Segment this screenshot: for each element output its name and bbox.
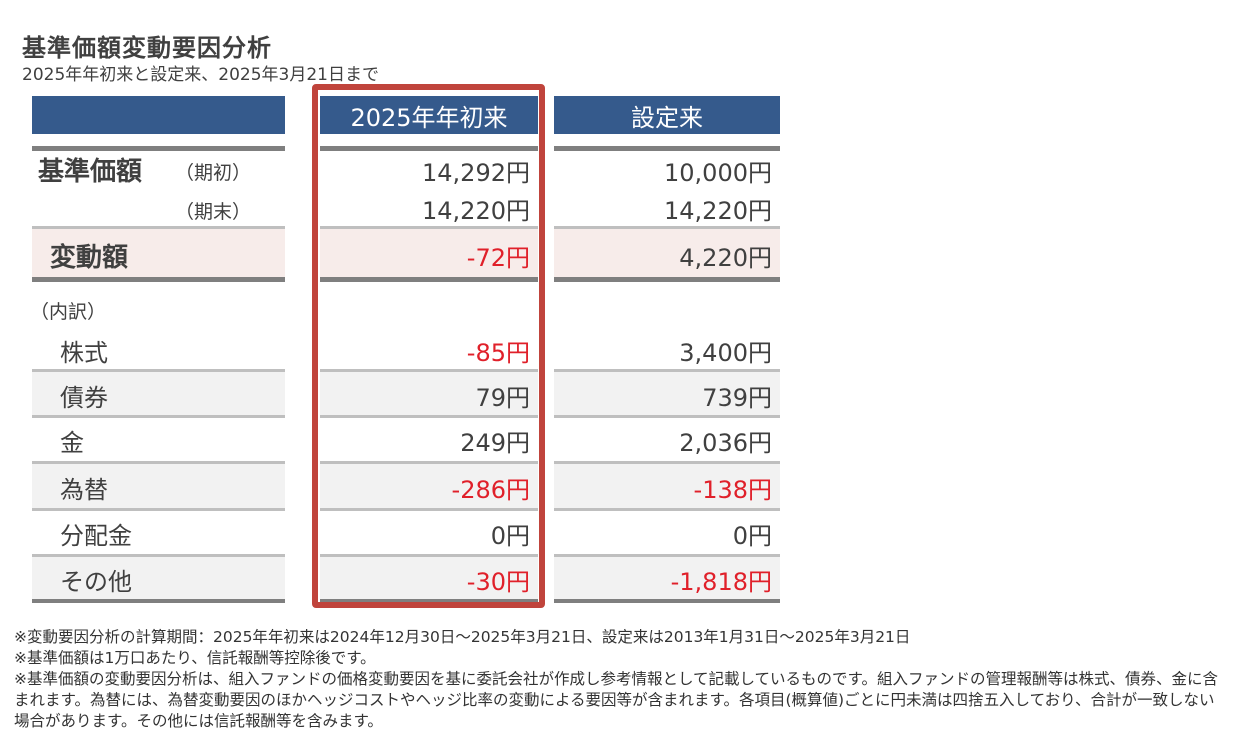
breakdown-row-since: -138円 (693, 475, 772, 504)
divider (554, 461, 780, 464)
breakdown-label: （内訳） (30, 300, 107, 323)
breakdown-row-ytd: -286円 (451, 475, 530, 504)
breakdown-row-ytd: 0円 (490, 521, 530, 550)
divider (320, 599, 538, 603)
breakdown-row-since: 0円 (732, 521, 772, 550)
divider (32, 277, 285, 282)
row-stripe (554, 372, 780, 415)
change-row-bg (554, 229, 780, 277)
breakdown-row-ytd: -30円 (466, 567, 530, 596)
header-blank (32, 96, 285, 134)
row-stripe (320, 372, 538, 415)
footnotes: ※変動要因分析の計算期間：2025年年初来は2024年12月30日～2025年3… (14, 627, 1229, 732)
divider (320, 146, 538, 151)
divider (32, 369, 285, 372)
row-stripe (32, 557, 285, 599)
breakdown-row-label: 金 (60, 428, 84, 457)
breakdown-row-ytd: -85円 (466, 338, 530, 367)
change-row-bg (32, 229, 285, 277)
divider (320, 415, 538, 418)
nav-start-ytd: 14,292円 (422, 158, 530, 187)
nav-start-since: 10,000円 (664, 158, 772, 187)
divider (554, 369, 780, 372)
row-stripe (32, 372, 285, 415)
breakdown-row-label: 債券 (60, 383, 108, 412)
divider (32, 415, 285, 418)
header-since-inception: 設定来 (554, 96, 780, 134)
divider (554, 277, 780, 282)
breakdown-row-since: 2,036円 (679, 428, 772, 457)
divider (320, 554, 538, 557)
divider (554, 226, 780, 229)
breakdown-row-ytd: 79円 (475, 383, 530, 412)
nav-label: 基準価額 (38, 156, 143, 187)
footnote: ※変動要因分析の計算期間：2025年年初来は2024年12月30日～2025年3… (14, 628, 911, 646)
divider (32, 508, 285, 511)
nav-end-since: 14,220円 (664, 196, 772, 225)
divider (320, 369, 538, 372)
divider (320, 277, 538, 282)
row-stripe (554, 464, 780, 508)
nav-end-label: （期末） (175, 200, 252, 223)
page-subtitle: 2025年年初来と設定来、2025年3月21日まで (22, 65, 379, 85)
divider (554, 599, 780, 603)
nav-start-label: （期初） (175, 161, 252, 184)
change-row-bg (320, 229, 538, 277)
row-stripe (320, 464, 538, 508)
breakdown-row-since: 739円 (702, 383, 772, 412)
row-stripe (32, 464, 285, 508)
divider (554, 146, 780, 151)
breakdown-row-label: 株式 (60, 338, 108, 367)
divider (32, 599, 285, 603)
divider (320, 461, 538, 464)
divider (32, 461, 285, 464)
header-ytd: 2025年年初来 (320, 96, 538, 134)
page-title: 基準価額変動要因分析 (22, 34, 272, 62)
breakdown-row-label: 分配金 (60, 521, 132, 550)
breakdown-row-ytd: 249円 (460, 428, 530, 457)
nav-end-ytd: 14,220円 (422, 196, 530, 225)
row-stripe (554, 557, 780, 599)
divider (32, 146, 285, 151)
footnote: ※基準価額は1万口あたり、信託報酬等控除後です。 (14, 649, 376, 667)
change-label: 変動額 (50, 242, 129, 273)
divider (32, 226, 285, 229)
divider (554, 554, 780, 557)
divider (320, 226, 538, 229)
breakdown-row-since: -1,818円 (670, 567, 772, 596)
footnote: ※基準価額の変動要因分析は、組入ファンドの価格変動要因を基に委託会社が作成し参考… (14, 670, 1219, 730)
ytd-highlight-frame (312, 84, 545, 608)
breakdown-row-since: 3,400円 (679, 338, 772, 367)
row-stripe (320, 557, 538, 599)
divider (554, 415, 780, 418)
breakdown-row-label: その他 (60, 567, 132, 596)
breakdown-row-label: 為替 (60, 475, 108, 504)
change-ytd: -72円 (466, 243, 530, 272)
divider (320, 508, 538, 511)
divider (554, 508, 780, 511)
divider (32, 554, 285, 557)
change-since: 4,220円 (679, 243, 772, 272)
